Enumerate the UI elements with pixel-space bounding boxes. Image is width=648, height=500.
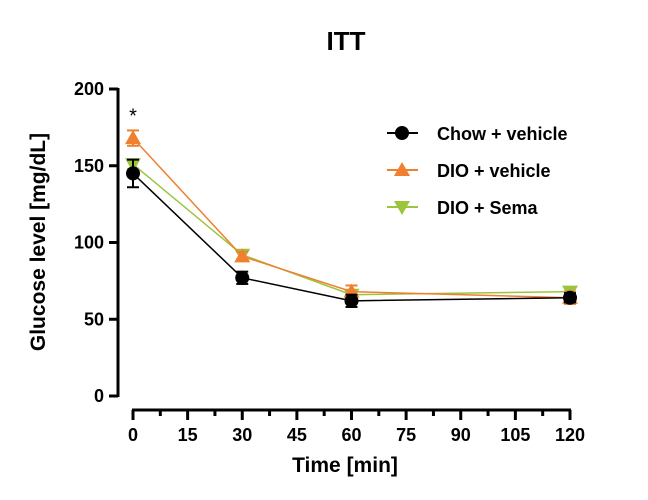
series-line [132,163,571,296]
x-tick-label: 105 [500,425,530,445]
y-tick-label: 0 [94,386,104,406]
x-tick-label: 75 [396,425,416,445]
x-axis-label: Time [min] [292,454,398,477]
legend-marker [394,201,410,215]
x-tick-label: 60 [341,425,361,445]
series-line [132,172,571,302]
y-tick-label: 150 [74,156,104,176]
x-tick-label: 90 [451,425,471,445]
y-tick-label: 50 [84,309,104,329]
legend-label: DIO + Sema [437,198,539,218]
data-point [126,166,140,181]
legend-label: DIO + vehicle [437,161,551,181]
x-tick-label: 45 [287,425,307,445]
data-point [125,130,141,145]
series-line [132,137,571,299]
data-point [563,290,577,305]
legend-marker [394,162,410,176]
y-tick-label: 200 [74,79,104,99]
data-point [344,293,359,308]
x-tick-label: 30 [232,425,252,445]
chart-title: ITT [327,26,366,56]
significance-marker: * [129,105,137,127]
legend-marker [395,126,409,140]
x-tick-label: 120 [555,425,585,445]
series-chow-vehicle [126,158,577,308]
y-axis-label: Glucose level [mg/dL] [27,133,50,351]
legend-label: Chow + vehicle [437,124,568,144]
data-point [234,248,251,263]
y-tick-label: 100 [74,233,104,253]
data-point [235,270,250,285]
x-tick-label: 15 [178,425,198,445]
x-tick-label: 0 [128,425,138,445]
